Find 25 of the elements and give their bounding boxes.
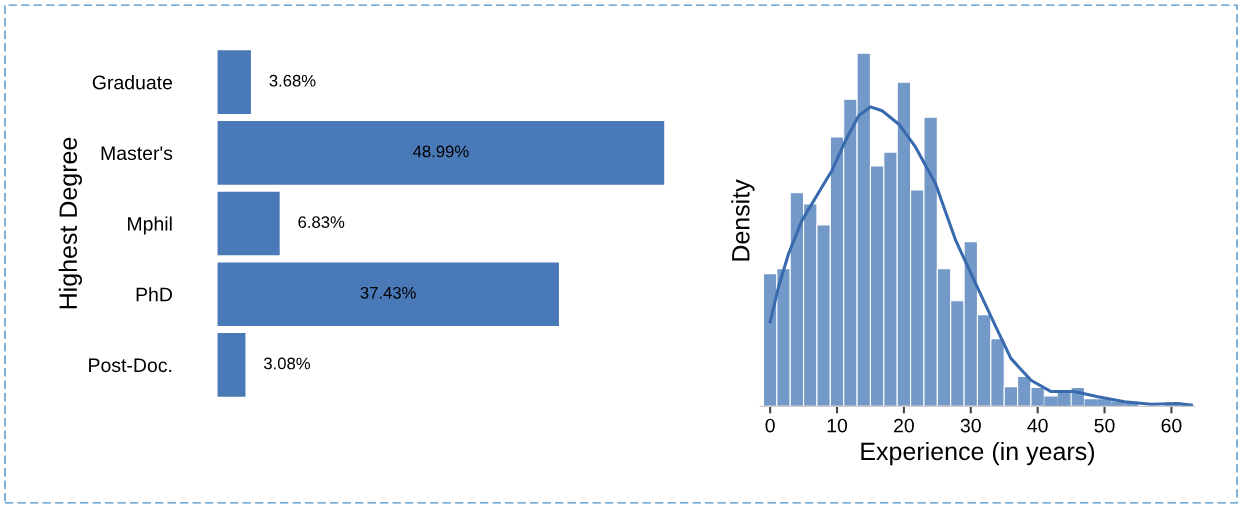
x-tick-label: 10 [827, 418, 848, 433]
bar [217, 191, 280, 256]
data-label: 37.43% [360, 286, 416, 299]
x-tick-label: 30 [960, 418, 981, 433]
y-tick-label: Master's [101, 146, 173, 161]
y-tick-label: Graduate [92, 75, 173, 90]
y-axis-title: Highest Degree [58, 137, 82, 309]
data-label: 6.83% [298, 216, 345, 228]
x-tick-label: 20 [894, 418, 914, 433]
x-tick-label: 0 [765, 418, 775, 433]
bar [217, 262, 559, 327]
x-axis-title: Experience (in years) [861, 441, 1095, 466]
bar [217, 333, 246, 397]
x-tick-label: 60 [1161, 418, 1182, 433]
bar [217, 50, 251, 114]
y-tick-label: Post-Doc. [89, 358, 172, 373]
y-tick-label: PhD [136, 287, 172, 302]
data-label: 48.99% [413, 145, 469, 158]
x-tick-label: 50 [1094, 418, 1115, 433]
bar [217, 121, 665, 185]
x-tick-label: 40 [1027, 418, 1048, 433]
y-axis-title: Density [731, 179, 755, 261]
data-label: 3.08% [263, 357, 311, 370]
data-label: 3.68% [269, 74, 316, 87]
y-tick-label: Mphil [128, 216, 172, 235]
